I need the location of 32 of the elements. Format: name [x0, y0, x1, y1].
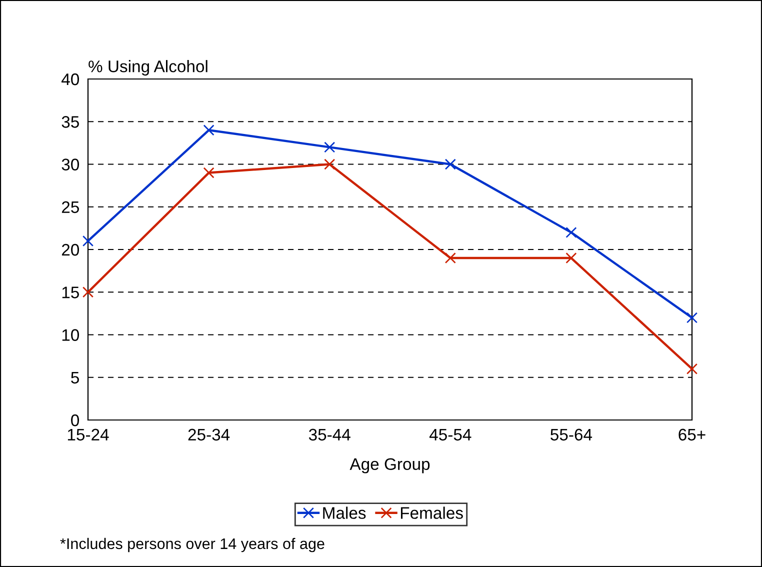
point: [686, 312, 698, 324]
y-tick-label: 35: [62, 116, 79, 128]
point: [203, 167, 214, 178]
point: [444, 252, 456, 264]
point: [444, 158, 456, 170]
point: [566, 252, 577, 264]
x-tick-label: 25-34: [188, 428, 230, 441]
x-tick-label: 55-64: [550, 428, 592, 441]
y-tick-label: 30: [62, 158, 80, 170]
legend-label: Males: [323, 506, 366, 519]
point: [686, 363, 698, 374]
y-tick-label: 25: [62, 201, 79, 214]
y-tick-label: 40: [62, 73, 80, 86]
x-axis-title: Age Group: [350, 458, 430, 474]
point: [324, 158, 336, 170]
x-tick-label: 45-54: [429, 428, 472, 441]
y-tick-label: 0: [71, 414, 80, 426]
point: [566, 226, 577, 238]
point: [324, 142, 336, 153]
y-axis-title: % Using Alcohol: [88, 60, 208, 76]
x-tick-label: 65+: [678, 428, 706, 441]
y-tick-label: 5: [71, 372, 79, 384]
y-tick-label: 20: [62, 244, 80, 256]
y-tick-label: 15: [62, 286, 79, 298]
text: *Includes persons over 14 years of age: [60, 538, 324, 552]
x-tick-label: 15-24: [68, 428, 109, 441]
x-tick-label: 35-44: [308, 428, 350, 441]
y-tick-label: 10: [62, 329, 80, 341]
point: [82, 286, 94, 298]
legend-label: Females: [400, 506, 463, 519]
point: [203, 124, 214, 136]
point: [82, 235, 94, 247]
